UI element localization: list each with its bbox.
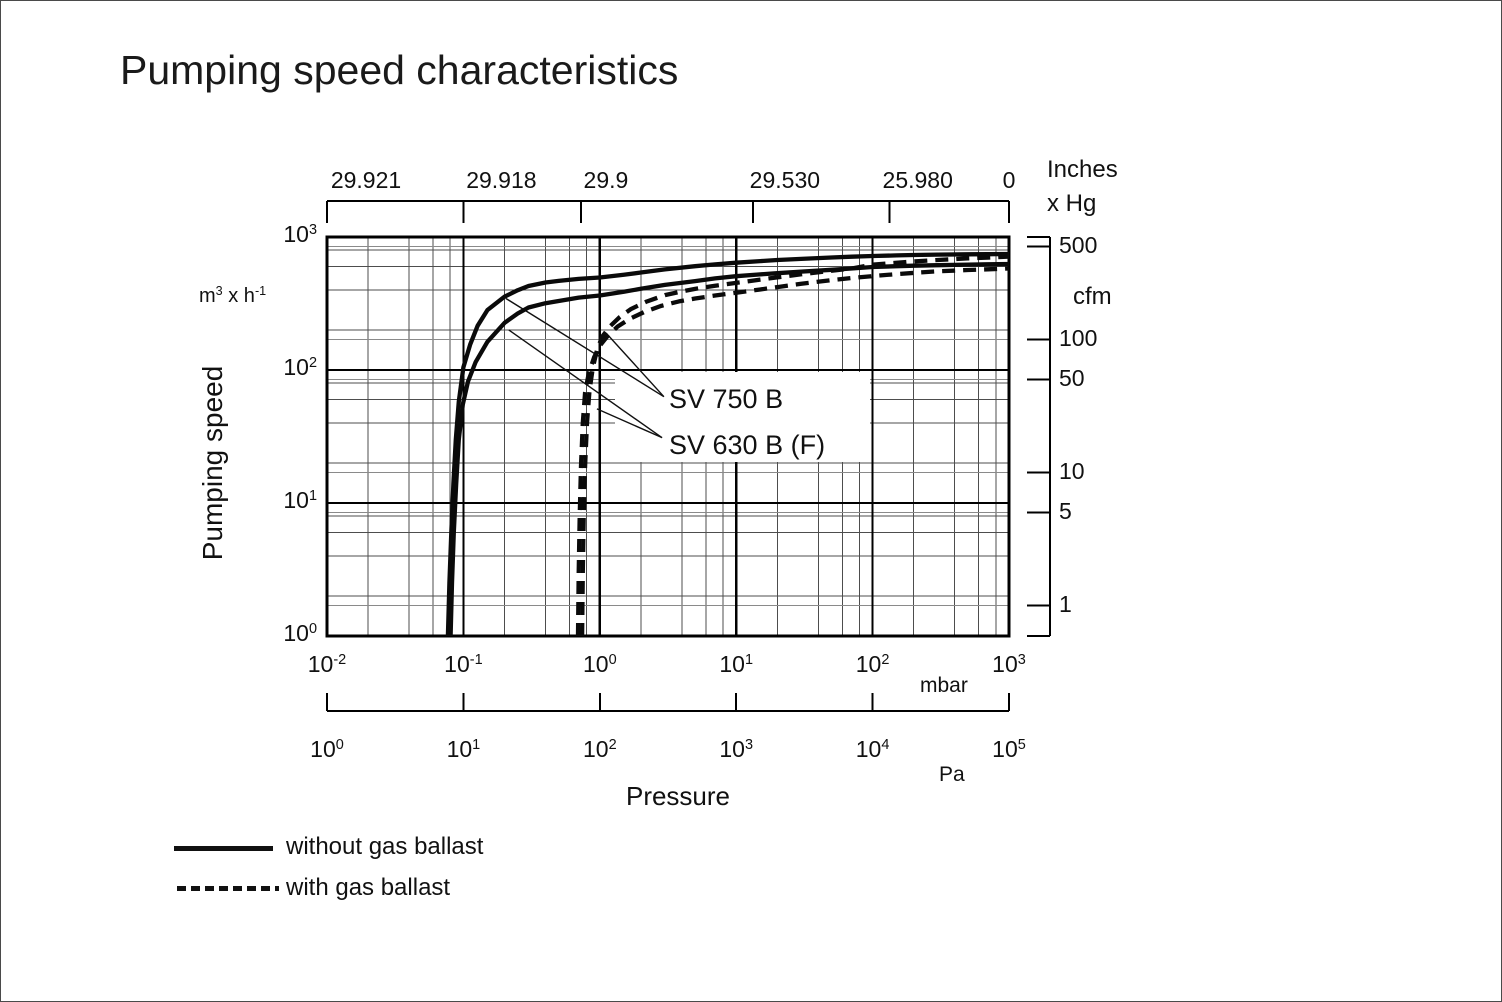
mbar-tick-label: 10-1 — [444, 651, 483, 677]
pa-unit-label: Pa — [939, 763, 965, 786]
legend-label-with-gas-ballast: with gas ballast — [286, 874, 451, 901]
series-sv-750-b-gb — [579, 254, 1009, 636]
mbar-unit-label: mbar — [920, 674, 968, 697]
top-axis-tick-label: 25.980 — [882, 167, 953, 193]
mbar-tick-label: 103 — [992, 651, 1026, 677]
cfm-tick-label: 10 — [1059, 458, 1085, 485]
y-axis-unit: m3 x h-1 — [199, 284, 267, 307]
series-sv-630-b-f- — [448, 261, 1009, 636]
top-axis-tick-label: 29.918 — [466, 167, 537, 193]
series-sv-750-b — [445, 251, 1009, 636]
cfm-tick-label: 500 — [1059, 232, 1098, 259]
cfm-tick-label: 50 — [1059, 365, 1085, 392]
mbar-tick-label: 10-2 — [307, 651, 347, 677]
right-axis-unit: cfm — [1073, 283, 1112, 310]
y-axis-title: Pumping speed — [197, 365, 229, 561]
y-axis-tick-label: 103 — [283, 221, 317, 247]
series-sv-630-b-f--gb — [575, 266, 1009, 636]
top-axis-unit-line2: x Hg — [1047, 190, 1097, 217]
curve-label-sv750: SV 750 B — [669, 384, 784, 414]
pa-tick-label: 104 — [855, 736, 890, 762]
pa-tick-label: 102 — [582, 736, 617, 762]
legend-swatch-dashed — [177, 886, 279, 891]
top-axis-tick-label: 29.921 — [330, 167, 402, 193]
x-axis-title: Pressure — [625, 781, 731, 811]
cfm-tick-label: 5 — [1059, 498, 1072, 525]
top-axis-tick-label: 29.530 — [749, 167, 821, 193]
curve-label-sv630: SV 630 B (F) — [669, 430, 826, 460]
pa-tick-label: 101 — [446, 736, 481, 762]
y-axis-tick-label: 100 — [283, 620, 317, 646]
top-axis-tick-label: 29.9 — [583, 167, 629, 193]
y-axis-tick-label: 102 — [283, 354, 317, 380]
chart-title: Pumping speed characteristics — [120, 47, 679, 93]
pa-tick-label: 100 — [310, 736, 344, 762]
top-axis-unit-line1: Inches — [1047, 156, 1118, 183]
pa-tick-label: 105 — [992, 736, 1026, 762]
cfm-tick-label: 1 — [1059, 591, 1072, 618]
pa-tick-label: 103 — [719, 736, 754, 762]
mbar-tick-label: 102 — [855, 651, 890, 677]
mbar-tick-label: 100 — [582, 651, 617, 677]
legend-label-without-gas-ballast: without gas ballast — [286, 833, 484, 860]
mbar-tick-label: 101 — [719, 651, 754, 677]
legend-swatch-solid — [174, 846, 273, 851]
y-axis-tick-label: 101 — [283, 487, 317, 513]
label-background-box — [615, 372, 870, 462]
cfm-tick-label: 100 — [1059, 325, 1098, 352]
top-axis-tick-label: 0 — [1002, 167, 1016, 193]
